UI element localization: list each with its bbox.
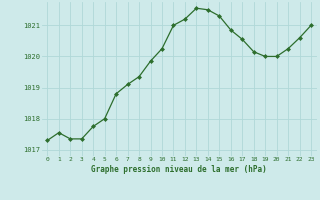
X-axis label: Graphe pression niveau de la mer (hPa): Graphe pression niveau de la mer (hPa)	[91, 165, 267, 174]
